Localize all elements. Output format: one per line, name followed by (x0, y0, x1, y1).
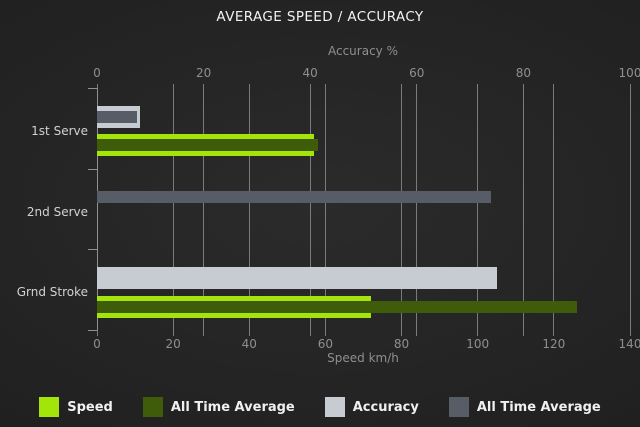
legend-label: Speed (67, 399, 113, 415)
top-axis-title: Accuracy % (327, 44, 398, 58)
bottom-axis-gridline (248, 84, 250, 336)
legend-swatch (142, 397, 163, 417)
bottom-axis-gridline (629, 84, 631, 336)
chart-legend: Speed All Time Average Accuracy All Time Av… (0, 395, 640, 419)
bar-all-time-average (97, 139, 318, 152)
y-axis-line (96, 88, 98, 330)
top-axis-tick-label: 40 (302, 66, 318, 80)
bottom-axis-gridline (477, 84, 479, 336)
bottom-axis-tick-label: 120 (542, 337, 566, 351)
top-axis-tick-label: 80 (515, 66, 532, 80)
bottom-axis-tick-label: 140 (618, 337, 640, 351)
legend-label: Accuracy (352, 399, 419, 415)
y-axis-tick (88, 169, 97, 170)
bar-all-time-average (97, 300, 577, 313)
category-label: 2nd Serve (26, 204, 88, 219)
top-axis-gridline (309, 84, 311, 336)
legend-label: All Time Average (476, 399, 601, 415)
legend-item-speed[interactable]: Speed (39, 397, 113, 417)
legend-swatch (324, 397, 345, 417)
top-axis-tick-label: 100 (618, 66, 640, 80)
bottom-axis-gridline (401, 84, 403, 336)
bottom-axis-gridline (324, 84, 326, 336)
chart-title: AVERAGE SPEED / ACCURACY (216, 9, 424, 25)
category-label: Grnd Stroke (16, 285, 88, 300)
bottom-axis-tick-label: 40 (241, 337, 257, 351)
bar-all-time-average (97, 191, 492, 204)
y-axis-tick (88, 88, 97, 89)
y-axis-tick (88, 249, 97, 250)
legend-swatch (39, 397, 60, 417)
bottom-axis-tick-label: 0 (93, 337, 101, 351)
bottom-axis-gridline (553, 84, 555, 336)
top-axis-tick-label: 0 (93, 66, 101, 80)
bottom-axis-tick-label: 80 (393, 337, 410, 351)
top-axis-tick-label: 60 (409, 66, 425, 80)
bottom-axis-tick-label: 20 (165, 337, 181, 351)
y-axis-tick (88, 330, 97, 331)
legend-item-accuracy[interactable]: Accuracy (324, 397, 419, 417)
legend-item-all-time-average[interactable]: All Time Average (142, 397, 295, 417)
legend-label: All Time Average (170, 399, 295, 415)
bottom-axis-title: Speed km/h (327, 351, 399, 365)
bar-all-time-average (97, 110, 137, 123)
legend-swatch (448, 397, 469, 417)
bar-accuracy (97, 267, 497, 290)
top-axis-gridline (416, 84, 418, 336)
category-label: 1st Serve (31, 124, 88, 138)
top-axis-gridline (522, 84, 524, 336)
legend-item-all-time-average[interactable]: All Time Average (448, 397, 601, 417)
bottom-axis-gridline (172, 84, 174, 336)
bottom-axis-tick-label: 60 (317, 337, 334, 351)
top-axis-gridline (203, 84, 205, 336)
bottom-axis-tick-label: 100 (466, 337, 490, 351)
top-axis-tick-label: 20 (195, 66, 212, 80)
